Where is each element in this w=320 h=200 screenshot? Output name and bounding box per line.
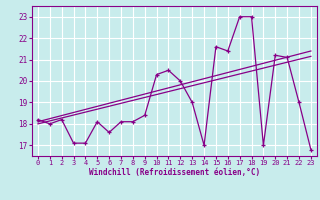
X-axis label: Windchill (Refroidissement éolien,°C): Windchill (Refroidissement éolien,°C) — [89, 168, 260, 177]
